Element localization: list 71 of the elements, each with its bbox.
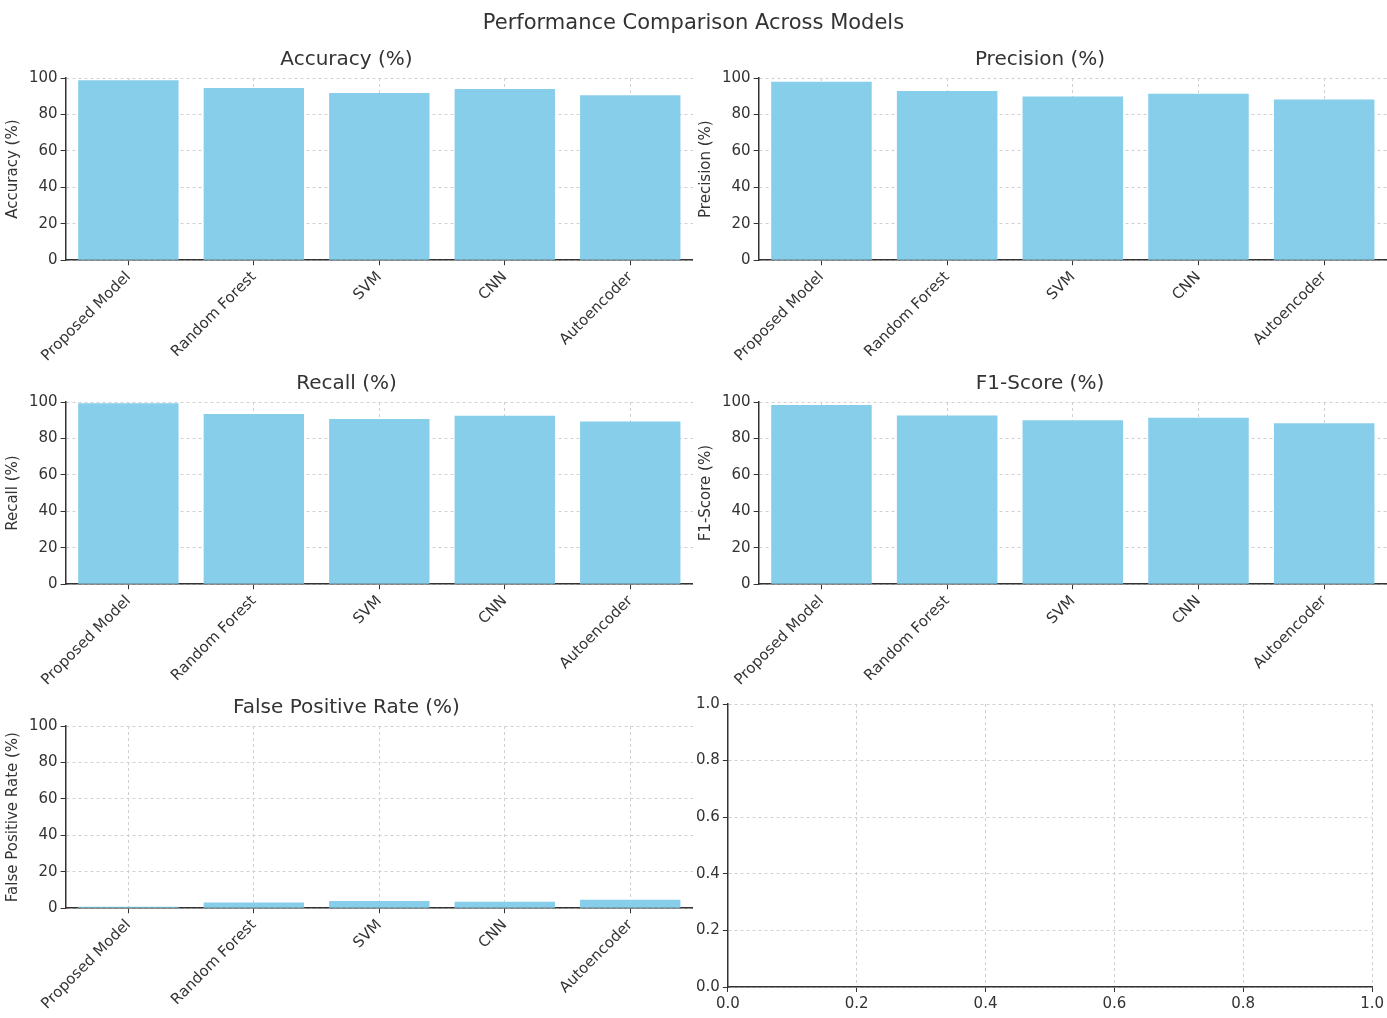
y-tick-label: 60 bbox=[38, 140, 58, 159]
bar bbox=[203, 88, 305, 260]
bar bbox=[78, 80, 179, 260]
chart-title: Recall (%) bbox=[296, 370, 397, 395]
bar bbox=[1273, 99, 1375, 260]
x-tick-label: 0.8 bbox=[1231, 993, 1256, 1012]
bar bbox=[329, 418, 430, 584]
y-axis-title: Recall (%) bbox=[2, 455, 21, 531]
bar bbox=[1022, 96, 1124, 260]
bar bbox=[454, 415, 555, 584]
y-tick-label: 60 bbox=[38, 464, 58, 483]
y-tick-label: 0 bbox=[48, 250, 58, 269]
y-tick-label: 40 bbox=[38, 177, 58, 196]
y-tick-label: 80 bbox=[38, 752, 58, 771]
bar bbox=[329, 92, 430, 260]
y-tick-label: 40 bbox=[38, 825, 58, 844]
y-tick-label: 60 bbox=[731, 464, 751, 483]
chart-title: F1-Score (%) bbox=[975, 370, 1105, 395]
bar bbox=[78, 403, 179, 584]
chart-title: Accuracy (%) bbox=[280, 46, 413, 71]
bar bbox=[580, 95, 681, 260]
x-tick-label: 0.2 bbox=[844, 993, 869, 1012]
y-axis-title: F1-Score (%) bbox=[695, 444, 714, 542]
y-tick-label: 40 bbox=[731, 501, 751, 520]
bar bbox=[896, 91, 998, 260]
x-tick-label: 1.0 bbox=[1360, 993, 1384, 1012]
y-tick-label: 60 bbox=[38, 788, 58, 807]
y-tick-label: 0.6 bbox=[696, 807, 720, 826]
y-tick-label: 80 bbox=[731, 104, 751, 123]
y-tick-label: 20 bbox=[38, 213, 58, 232]
y-tick-label: 0.4 bbox=[696, 863, 720, 882]
x-tick-label: 0.4 bbox=[973, 993, 998, 1012]
chart-title: False Positive Rate (%) bbox=[233, 694, 460, 719]
y-axis-title: Accuracy (%) bbox=[2, 119, 21, 219]
y-tick-label: 40 bbox=[731, 177, 751, 196]
y-tick-label: 0 bbox=[48, 574, 58, 593]
bar bbox=[580, 421, 681, 584]
bar bbox=[203, 414, 305, 584]
bar bbox=[771, 405, 872, 584]
y-tick-label: 100 bbox=[28, 391, 58, 410]
y-tick-label: 20 bbox=[38, 861, 58, 880]
y-tick-label: 80 bbox=[38, 104, 58, 123]
y-tick-label: 80 bbox=[731, 428, 751, 447]
y-tick-label: 100 bbox=[721, 67, 751, 86]
bar bbox=[1273, 423, 1375, 584]
text: Performance Comparison Across Models bbox=[482, 10, 905, 34]
bar bbox=[1022, 420, 1124, 584]
y-tick-label: 40 bbox=[38, 501, 58, 520]
y-tick-label: 20 bbox=[731, 537, 751, 556]
y-axis-title: False Positive Rate (%) bbox=[2, 732, 21, 903]
y-tick-label: 100 bbox=[28, 715, 58, 734]
y-tick-label: 1.0 bbox=[696, 693, 720, 712]
y-tick-label: 0 bbox=[48, 898, 58, 917]
y-tick-label: 0.8 bbox=[696, 750, 720, 769]
bar bbox=[896, 415, 998, 584]
y-tick-label: 20 bbox=[38, 537, 58, 556]
y-tick-label: 0 bbox=[741, 250, 751, 269]
y-tick-label: 0.0 bbox=[696, 976, 720, 995]
bar bbox=[1148, 417, 1249, 584]
bar bbox=[454, 89, 555, 260]
chart-title: Precision (%) bbox=[974, 46, 1106, 71]
y-tick-label: 100 bbox=[28, 67, 58, 86]
y-tick-label: 100 bbox=[721, 391, 751, 410]
y-tick-label: 20 bbox=[731, 213, 751, 232]
x-tick-label: 0.6 bbox=[1102, 993, 1127, 1012]
y-tick-label: 60 bbox=[731, 140, 751, 159]
bar bbox=[771, 81, 872, 260]
y-axis-title: Precision (%) bbox=[695, 120, 714, 218]
y-tick-label: 80 bbox=[38, 428, 58, 447]
bar bbox=[1148, 93, 1249, 260]
y-tick-label: 0 bbox=[741, 574, 751, 593]
